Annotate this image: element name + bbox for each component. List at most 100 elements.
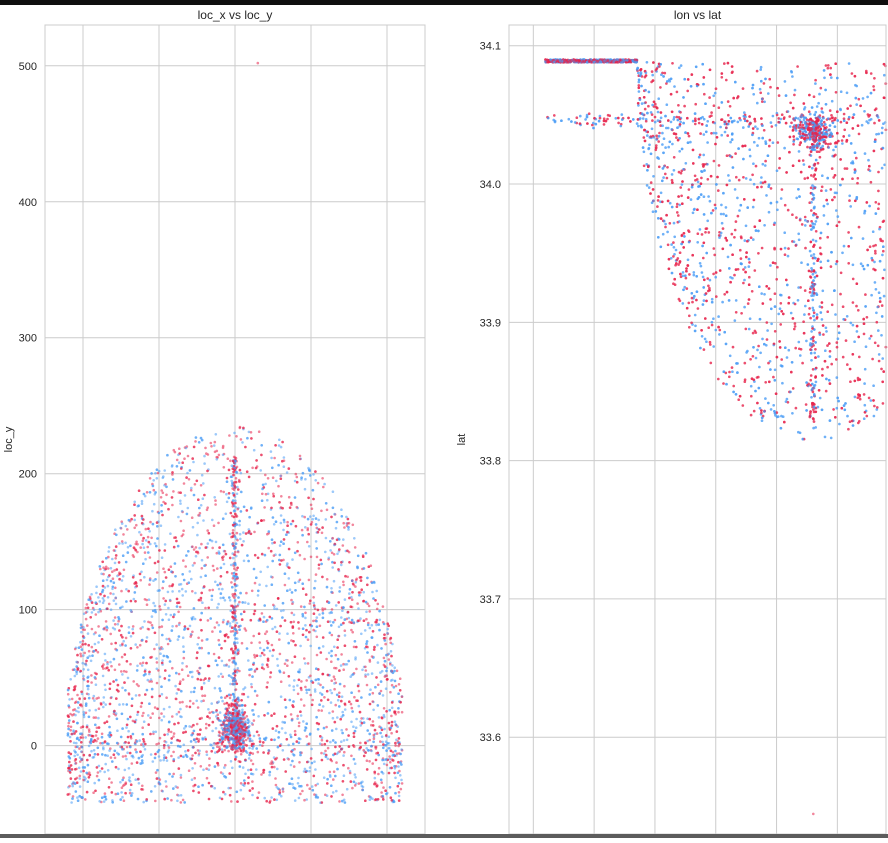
scatter-point bbox=[235, 542, 238, 545]
scatter-point bbox=[382, 694, 385, 697]
scatter-point bbox=[86, 656, 89, 659]
scatter-point bbox=[385, 687, 388, 690]
scatter-point bbox=[366, 684, 369, 687]
scatter-point bbox=[226, 746, 229, 749]
scatter-point bbox=[68, 785, 71, 788]
scatter-point bbox=[270, 738, 273, 741]
scatter-point bbox=[267, 547, 270, 550]
scatter-point bbox=[161, 659, 164, 662]
scatter-point bbox=[229, 622, 232, 625]
scatter-point bbox=[126, 660, 129, 663]
scatter-point bbox=[297, 782, 300, 785]
scatter-point bbox=[229, 787, 232, 790]
scatter-point bbox=[235, 647, 238, 650]
scatter-point bbox=[296, 481, 299, 484]
scatter-point bbox=[271, 766, 274, 769]
scatter-point bbox=[373, 648, 376, 651]
scatter-point bbox=[353, 696, 356, 699]
scatter-point bbox=[147, 723, 150, 726]
scatter-point bbox=[179, 500, 182, 503]
scatter-point bbox=[248, 747, 251, 750]
scatter-point bbox=[200, 592, 203, 595]
scatter-point bbox=[141, 664, 144, 667]
scatter-point bbox=[329, 689, 332, 692]
scatter-point bbox=[383, 728, 386, 731]
scatter-point bbox=[108, 574, 111, 577]
scatter-point bbox=[130, 647, 133, 650]
scatter-point bbox=[210, 785, 213, 788]
scatter-point bbox=[323, 776, 326, 779]
scatter-point bbox=[75, 665, 78, 668]
scatter-point bbox=[368, 565, 371, 568]
scatter-point bbox=[141, 543, 144, 546]
scatter-point bbox=[380, 781, 383, 784]
scatter-point bbox=[216, 606, 219, 609]
scatter-point bbox=[73, 742, 76, 745]
scatter-point bbox=[181, 573, 184, 576]
scatter-point bbox=[297, 621, 300, 624]
scatter-point bbox=[247, 782, 250, 785]
scatter-point bbox=[395, 723, 398, 726]
scatter-point bbox=[89, 774, 92, 777]
scatter-point bbox=[114, 623, 117, 626]
scatter-point bbox=[211, 589, 214, 592]
scatter-point bbox=[256, 731, 259, 734]
scatter-point bbox=[208, 782, 211, 785]
scatter-point bbox=[265, 493, 268, 496]
scatter-point bbox=[308, 602, 311, 605]
scatter-point bbox=[233, 609, 236, 612]
scatter-point bbox=[297, 541, 300, 544]
scatter-point bbox=[310, 556, 313, 559]
scatter-point bbox=[283, 758, 286, 761]
scatter-point bbox=[218, 732, 221, 735]
scatter-point bbox=[99, 608, 102, 611]
scatter-point bbox=[67, 725, 70, 728]
scatter-point bbox=[177, 688, 180, 691]
scatter-point bbox=[185, 476, 188, 479]
scatter-point bbox=[161, 790, 164, 793]
scatter-point bbox=[108, 546, 111, 549]
scatter-point bbox=[349, 772, 352, 775]
scatter-point bbox=[185, 590, 188, 593]
scatter-point bbox=[263, 654, 266, 657]
scatter-point bbox=[84, 736, 87, 739]
scatter-point bbox=[272, 649, 275, 652]
scatter-point bbox=[202, 482, 205, 485]
scatter-point bbox=[238, 727, 241, 730]
scatter-point bbox=[193, 446, 196, 449]
scatter-point bbox=[134, 748, 137, 751]
scatter-point bbox=[81, 643, 84, 646]
scatter-point bbox=[243, 560, 246, 563]
scatter-point bbox=[273, 457, 276, 460]
scatter-point bbox=[399, 677, 402, 680]
scatter-point bbox=[390, 715, 393, 718]
scatter-point bbox=[289, 734, 292, 737]
scatter-point bbox=[238, 601, 241, 604]
scatter-point bbox=[207, 619, 210, 622]
scatter-point bbox=[129, 545, 132, 548]
scatter-point bbox=[170, 731, 173, 734]
scatter-point bbox=[351, 591, 354, 594]
scatter-point bbox=[131, 762, 134, 765]
scatter-point bbox=[141, 702, 144, 705]
scatter-point bbox=[233, 660, 236, 663]
scatter-point bbox=[377, 661, 380, 664]
scatter-point bbox=[240, 704, 243, 707]
scatter-point bbox=[133, 501, 136, 504]
scatter-point bbox=[182, 756, 185, 759]
scatter-point bbox=[211, 730, 214, 733]
scatter-point bbox=[333, 688, 336, 691]
scatter-point bbox=[378, 692, 381, 695]
scatter-point bbox=[214, 499, 217, 502]
scatter-point bbox=[233, 596, 236, 599]
scatter-point bbox=[234, 456, 237, 459]
scatter-point bbox=[155, 771, 158, 774]
scatter-point bbox=[166, 655, 169, 658]
scatter-point bbox=[236, 515, 239, 518]
scatter-point bbox=[365, 601, 368, 604]
scatter-point bbox=[101, 561, 104, 564]
scatter-point bbox=[320, 709, 323, 712]
scatter-point bbox=[360, 696, 363, 699]
scatter-point bbox=[95, 613, 98, 616]
scatter-point bbox=[86, 676, 89, 679]
